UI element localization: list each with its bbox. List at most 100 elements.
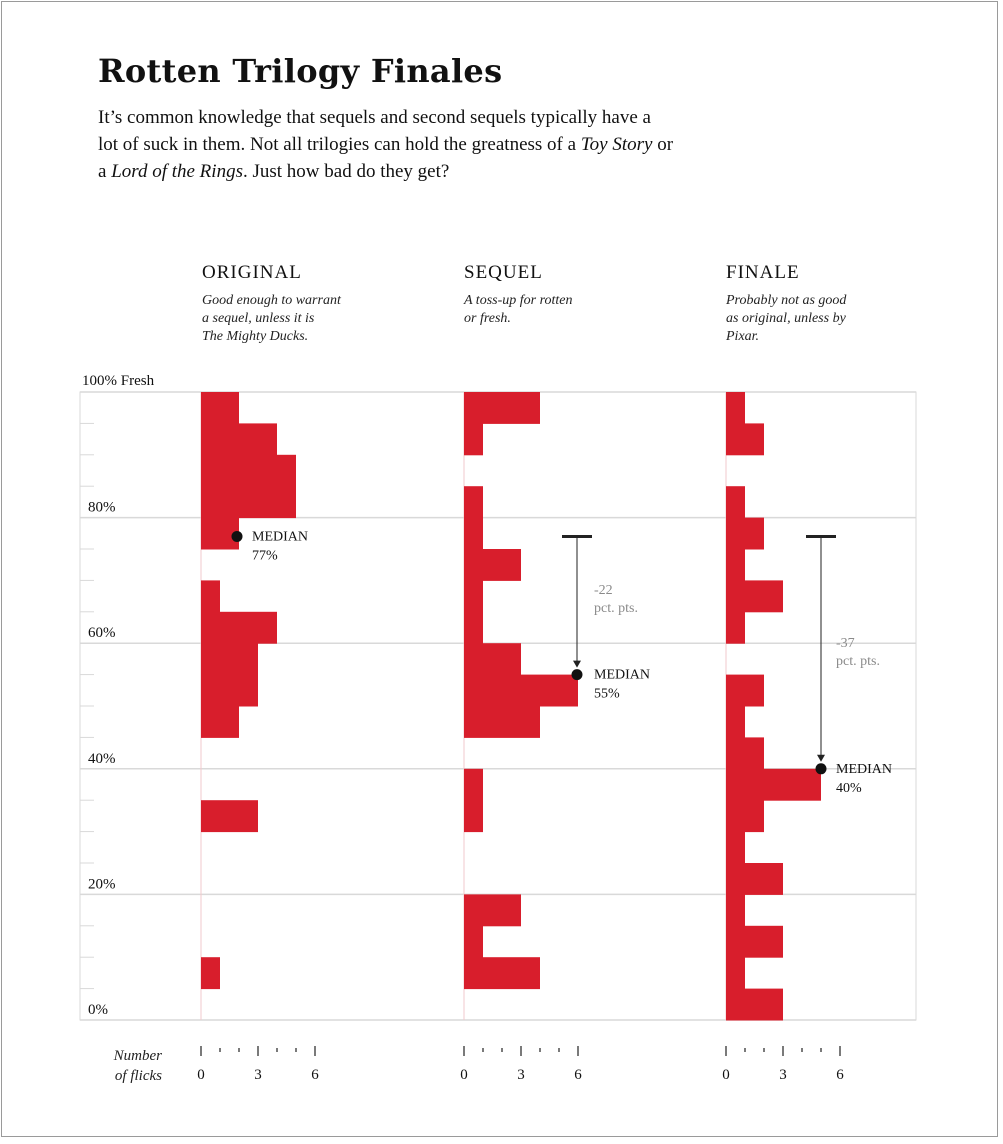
chart-title: Rotten Trilogy Finales [98,52,503,90]
x-axis-title-line: of flicks [114,1068,162,1084]
histogram-bar [201,580,220,613]
panel-desc-line: Pixar. [726,329,760,344]
panel-desc-sequel: A toss-up for rotten or fresh. [464,292,573,328]
change-value: -37 [836,636,855,651]
histogram-bar [464,517,483,550]
x-tick-label: 6 [836,1067,844,1083]
histogram-bar [464,706,540,738]
x-tick-label: 0 [197,1067,205,1083]
panel-heading-finale: FINALE [726,262,800,283]
histogram-bar [726,549,745,581]
histogram-bar [464,674,578,707]
histogram-bar [464,486,483,519]
change-unit: pct. pts. [836,654,880,669]
histogram-bar [726,580,783,613]
intro-line-2: lot of suck in them. Not all trilogies c… [98,131,838,158]
intro-line-2-tail: or [652,134,674,155]
histogram-bar [201,957,220,990]
median-value: 40% [836,781,862,796]
intro-line-1: It’s common knowledge that sequels and s… [98,107,651,128]
median-value: 77% [252,548,278,563]
histogram-bar [464,611,483,644]
median-marker [571,669,583,681]
y-tick-label: 80% [88,500,116,516]
histogram-bar [726,863,783,895]
x-tick-label: 0 [722,1067,730,1083]
histogram-bar [201,454,296,487]
histogram-bar [726,894,745,927]
histogram-bar [726,925,783,958]
histogram-bar [726,611,745,644]
intro-line-2-text: lot of suck in them. Not all trilogies c… [98,134,581,155]
x-tick-label: 3 [779,1067,787,1083]
histogram-bar [464,894,521,927]
intro-text: It’s common knowledge that sequels and s… [98,104,838,185]
panel-desc-line: A toss-up for rotten [464,293,573,308]
panel-desc-line: The Mighty Ducks. [202,329,309,344]
change-arrow-head [817,754,825,762]
intro-line-3-head: a [98,161,112,182]
change-value: -22 [594,583,613,598]
histogram-bar [726,737,764,770]
panel-desc-line: a sequel, unless it is [202,311,315,326]
histogram-bar [726,517,764,550]
histogram-bar [464,957,540,990]
change-unit: pct. pts. [594,601,638,616]
histogram-bar [464,423,483,456]
panel-desc-line: Good enough to warrant [202,293,341,308]
x-tick-label: 3 [254,1067,262,1083]
histogram-bar [201,611,277,644]
histogram-bar [464,549,521,581]
histogram-bar [726,800,764,833]
median-value: 55% [594,687,620,702]
histogram-bar [201,486,296,519]
histogram-bar [201,674,258,707]
histogram-bar [726,957,745,990]
histogram-bar [726,768,821,801]
x-tick-label: 0 [460,1067,468,1083]
panel-desc-line: Probably not as good [726,293,847,308]
histogram-bar [201,800,258,833]
histogram-bar [201,392,239,424]
histogram-bar [464,643,521,676]
y-axis-label-top: 100% Fresh [82,373,155,389]
panel-heading-original: ORIGINAL [202,262,302,283]
y-tick-label: 20% [88,876,116,892]
histogram-bar [464,580,483,613]
change-arrow-head [573,660,581,668]
intro-toy-story: Toy Story [580,134,653,155]
panel-desc-line: or fresh. [464,311,511,326]
median-label: MEDIAN [252,529,308,544]
histogram-bar [201,643,258,676]
intro-line-3-tail: . Just how bad do they get? [242,161,450,182]
histogram-bar [464,800,483,833]
y-tick-label: 40% [88,751,116,767]
histogram-bar [726,486,745,519]
histogram-bar [726,988,783,1021]
panel-desc-original: Good enough to warrant a sequel, unless … [202,292,341,346]
histogram-bar [726,392,745,424]
x-tick-label: 6 [311,1067,319,1083]
histogram-bar [726,831,745,864]
intro-line-3: a Lord of the Rings. Just how bad do the… [98,158,838,185]
histogram-bar [726,706,745,738]
x-axis-title-line: Number [113,1048,162,1064]
y-tick-label: 60% [88,625,116,641]
histogram-bar [464,768,483,801]
intro-lord-of-the-rings: Lord of the Rings [111,161,243,182]
histogram-bar [726,674,764,707]
x-tick-label: 6 [574,1067,582,1083]
histogram-bar [464,925,483,958]
panel-heading-sequel: SEQUEL [464,262,543,283]
median-label: MEDIAN [594,668,650,683]
median-label: MEDIAN [836,762,892,777]
histogram-bar [201,706,239,738]
median-marker [815,763,827,775]
x-axis-title: Number of flicks [92,1046,162,1086]
panel-desc-finale: Probably not as good as original, unless… [726,292,846,346]
y-tick-label: 0% [88,1002,108,1018]
median-marker [231,530,243,542]
x-tick-label: 3 [517,1067,525,1083]
